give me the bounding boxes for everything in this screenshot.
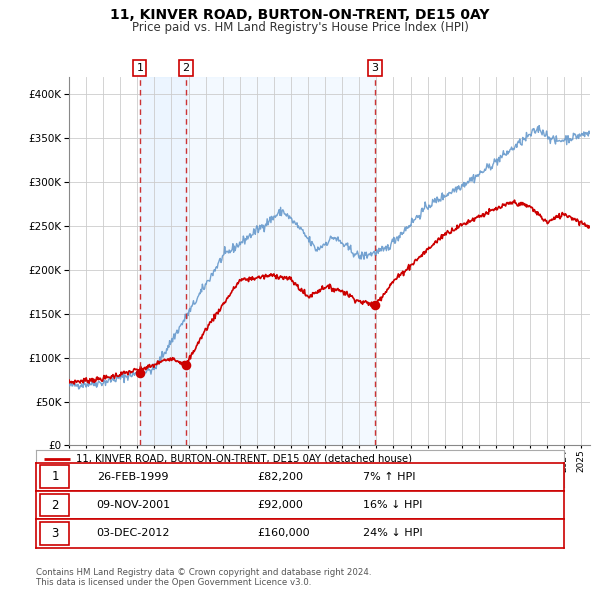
- Text: 11, KINVER ROAD, BURTON-ON-TRENT, DE15 0AY: 11, KINVER ROAD, BURTON-ON-TRENT, DE15 0…: [110, 8, 490, 22]
- Text: £82,200: £82,200: [258, 472, 304, 481]
- Text: £92,000: £92,000: [258, 500, 304, 510]
- Text: 3: 3: [52, 527, 59, 540]
- Text: 16% ↓ HPI: 16% ↓ HPI: [364, 500, 423, 510]
- Text: 11, KINVER ROAD, BURTON-ON-TRENT, DE15 0AY (detached house): 11, KINVER ROAD, BURTON-ON-TRENT, DE15 0…: [76, 454, 412, 464]
- Text: 2: 2: [51, 499, 59, 512]
- FancyBboxPatch shape: [40, 494, 69, 516]
- Text: £160,000: £160,000: [258, 529, 310, 538]
- Text: 26-FEB-1999: 26-FEB-1999: [97, 472, 168, 481]
- Text: 1: 1: [136, 63, 143, 73]
- Text: Price paid vs. HM Land Registry's House Price Index (HPI): Price paid vs. HM Land Registry's House …: [131, 21, 469, 34]
- Text: Contains HM Land Registry data © Crown copyright and database right 2024.
This d: Contains HM Land Registry data © Crown c…: [36, 568, 371, 587]
- Text: 09-NOV-2001: 09-NOV-2001: [97, 500, 171, 510]
- Text: 7% ↑ HPI: 7% ↑ HPI: [364, 472, 416, 481]
- Text: 1: 1: [51, 470, 59, 483]
- FancyBboxPatch shape: [40, 466, 69, 488]
- Text: 2: 2: [182, 63, 190, 73]
- Text: HPI: Average price, detached house, East Staffordshire: HPI: Average price, detached house, East…: [76, 473, 349, 483]
- Point: [181, 360, 191, 369]
- Text: 3: 3: [371, 63, 379, 73]
- Point: [135, 369, 145, 378]
- Bar: [140, 77, 186, 445]
- Text: 24% ↓ HPI: 24% ↓ HPI: [364, 529, 423, 538]
- FancyBboxPatch shape: [40, 522, 69, 545]
- Text: 03-DEC-2012: 03-DEC-2012: [97, 529, 170, 538]
- Bar: [186, 77, 375, 445]
- Point: [370, 300, 380, 310]
